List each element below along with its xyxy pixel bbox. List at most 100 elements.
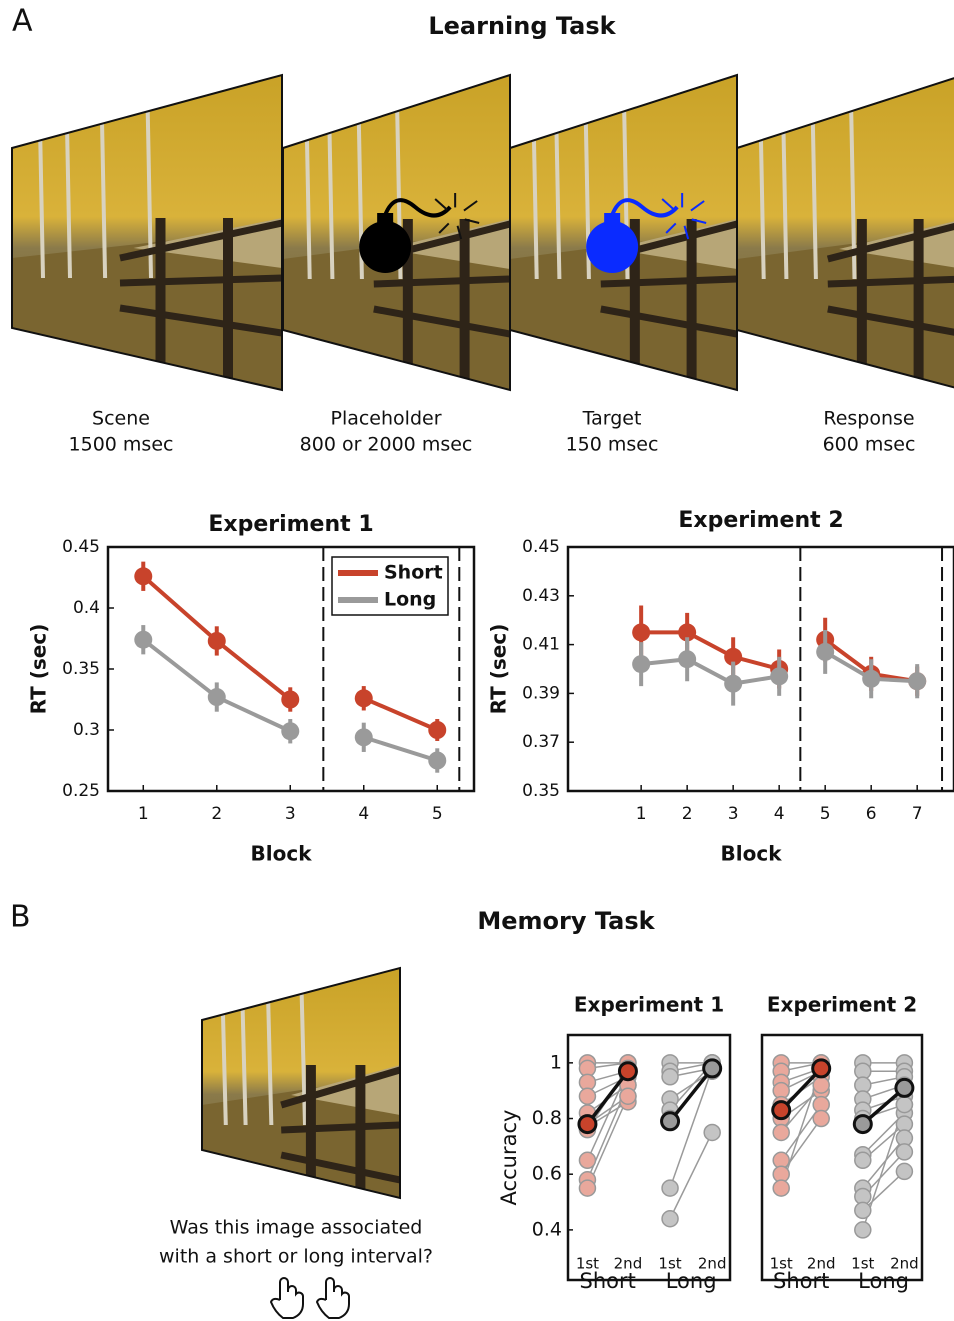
x-tick-label: 3 — [728, 804, 739, 824]
data-point — [281, 722, 299, 740]
scene-image — [12, 75, 282, 390]
stage-name: Response — [823, 408, 914, 430]
data-point — [355, 689, 373, 707]
scene-image — [202, 968, 400, 1198]
x-tick-label: 1 — [138, 804, 149, 824]
x-tick-label: 2 — [682, 804, 693, 824]
bomb — [359, 221, 411, 273]
plot-frame — [568, 547, 954, 791]
y-tick-label: 0.8 — [532, 1107, 562, 1129]
y-axis-label: Accuracy — [497, 1110, 521, 1206]
stage-duration: 800 or 2000 msec — [300, 434, 473, 456]
subject-point — [813, 1111, 829, 1127]
y-tick-label: 0.4 — [532, 1218, 562, 1240]
stage-name: Scene — [92, 408, 150, 430]
y-axis-label: RT (sec) — [27, 624, 51, 715]
group-label: Short — [773, 1269, 829, 1293]
chart-title: Experiment 2 — [678, 508, 843, 533]
section-title: Learning Task — [428, 12, 616, 40]
x-tick-label: 7 — [912, 804, 923, 824]
section-title: Memory Task — [477, 907, 655, 935]
subject-point — [773, 1180, 789, 1196]
group-label: Long — [666, 1269, 717, 1293]
fence-rail — [120, 278, 282, 283]
chart-title: Experiment 1 — [208, 512, 373, 537]
data-point — [428, 721, 446, 739]
subject-point — [662, 1180, 678, 1196]
mean-point — [854, 1116, 871, 1133]
x-tick-label: 4 — [358, 804, 369, 824]
subject-point — [579, 1152, 595, 1168]
fence-rail — [601, 279, 737, 284]
subject-point — [813, 1077, 829, 1093]
subject-point — [855, 1222, 871, 1238]
scene-image — [737, 75, 954, 390]
subject-point — [579, 1180, 595, 1196]
y-tick-label: 0.45 — [522, 537, 560, 557]
stage-name: Placeholder — [330, 408, 441, 430]
panel-label: B — [10, 900, 31, 935]
subject-line — [670, 1132, 712, 1218]
x-tick-label: 3 — [285, 804, 296, 824]
chart-title: Experiment 2 — [767, 993, 917, 1017]
y-tick-label: 0.39 — [522, 683, 560, 703]
y-tick-label: 0.25 — [62, 781, 100, 801]
y-tick-label: 1 — [550, 1051, 562, 1073]
y-tick-label: 0.45 — [62, 537, 100, 557]
subject-point — [773, 1124, 789, 1140]
x-tick-label: 2 — [211, 804, 222, 824]
data-point — [355, 728, 373, 746]
bomb — [586, 221, 638, 273]
legend-label: Short — [384, 562, 443, 584]
question: with a short or long interval? — [159, 1246, 433, 1268]
subject-point — [662, 1069, 678, 1085]
subject-point — [620, 1088, 636, 1104]
subject-point — [855, 1152, 871, 1168]
mean-point — [773, 1102, 790, 1119]
data-point — [428, 752, 446, 770]
subject-point — [896, 1097, 912, 1113]
data-point — [632, 655, 650, 673]
question: Was this image associated — [170, 1217, 423, 1239]
x-tick-label: 5 — [820, 804, 831, 824]
subject-point — [896, 1163, 912, 1179]
subject-point — [662, 1211, 678, 1227]
y-tick-label: 0.35 — [522, 781, 560, 801]
data-point — [281, 691, 299, 709]
subject-point — [896, 1144, 912, 1160]
chart-title: Experiment 1 — [574, 993, 724, 1017]
data-point — [908, 672, 926, 690]
hand-icons — [271, 1278, 349, 1318]
mean-point — [619, 1063, 636, 1080]
y-tick-label: 0.3 — [73, 720, 100, 740]
x-tick-label: 6 — [866, 804, 877, 824]
data-point — [134, 631, 152, 649]
figure: A Learning Task B Memory Task Was this i… — [0, 0, 954, 1321]
x-axis-label: Block — [251, 842, 313, 866]
y-axis-label: RT (sec) — [487, 624, 511, 715]
panel-label: A — [12, 4, 33, 39]
y-tick-label: 0.4 — [73, 598, 100, 618]
subject-point — [579, 1088, 595, 1104]
x-tick-label: 4 — [774, 804, 785, 824]
data-point — [208, 632, 226, 650]
data-point — [862, 670, 880, 688]
y-tick-label: 0.35 — [62, 659, 100, 679]
data-point — [724, 675, 742, 693]
series-line — [364, 737, 437, 760]
stage-duration: 1500 msec — [69, 434, 174, 456]
subject-point — [855, 1202, 871, 1218]
mean-point — [813, 1060, 830, 1077]
legend-label: Long — [384, 589, 436, 611]
x-tick-label: 5 — [432, 804, 443, 824]
stage-duration: 600 msec — [823, 434, 916, 456]
mean-point — [896, 1079, 913, 1096]
y-tick-label: 0.37 — [522, 732, 560, 752]
fence-rail — [281, 1125, 400, 1130]
stage-name: Target — [582, 408, 642, 430]
data-point — [208, 688, 226, 706]
stage-duration: 150 msec — [566, 434, 659, 456]
group-label: Short — [580, 1269, 636, 1293]
data-point — [816, 643, 834, 661]
y-tick-label: 0.6 — [532, 1163, 562, 1185]
